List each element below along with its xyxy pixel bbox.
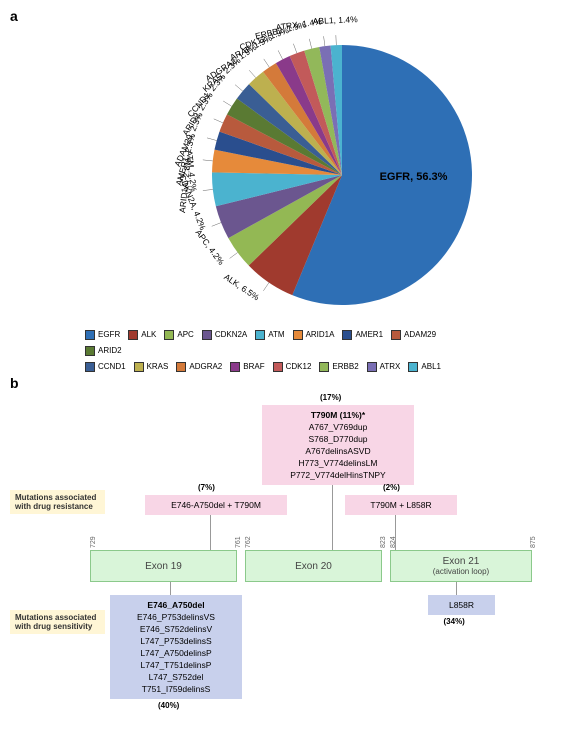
legend-swatch bbox=[128, 330, 138, 340]
legend-item-CDKN2A: CDKN2A bbox=[202, 328, 247, 342]
resistance-pct-2: (2%) bbox=[383, 483, 400, 492]
legend-swatch bbox=[85, 330, 95, 340]
legend-text: ADAM29 bbox=[404, 328, 436, 342]
pie-label-ABL1: ABL1, 1.4% bbox=[313, 14, 359, 26]
tick-729: 729 bbox=[90, 536, 97, 548]
pie-label-EGFR: EGFR, 56.3% bbox=[380, 171, 448, 183]
legend-swatch bbox=[342, 330, 352, 340]
resistance-label: Mutations associated with drug resistanc… bbox=[10, 490, 105, 514]
legend-item-ARID1A: ARID1A bbox=[293, 328, 335, 342]
resistance-pct-0: (7%) bbox=[198, 483, 215, 492]
legend-swatch bbox=[85, 346, 95, 356]
tick-762: 762 bbox=[245, 536, 252, 548]
legend-item-ARID2: ARID2 bbox=[85, 344, 122, 358]
legend-text: CDKN2A bbox=[215, 328, 247, 342]
resistance-box-2: T790M + L858R bbox=[345, 495, 457, 515]
legend-text: ALK bbox=[141, 328, 156, 342]
exon-Exon-19: Exon 19 bbox=[90, 550, 237, 582]
connector bbox=[456, 582, 457, 595]
legend-text: EGFR bbox=[98, 328, 120, 342]
pie-label-ALK: ALK, 6.5% bbox=[222, 272, 261, 303]
connector bbox=[332, 485, 333, 550]
exon-Exon-20: Exon 20 bbox=[245, 550, 382, 582]
connector bbox=[210, 515, 211, 550]
connector bbox=[170, 582, 171, 595]
mutation-diagram: Mutations associated with drug resistanc… bbox=[0, 370, 567, 730]
sensitivity-pct-1: (34%) bbox=[444, 617, 465, 626]
pie-svg: EGFR, 56.3%ALK, 6.5%APC, 4.2%CDKN2A, 4.2… bbox=[0, 5, 567, 335]
legend-text: APC bbox=[177, 328, 193, 342]
resistance-box-1: T790M (11%)*A767_V769dupS768_D770dupA767… bbox=[262, 405, 414, 485]
legend-item-EGFR: EGFR bbox=[85, 328, 120, 342]
pie-chart: EGFR, 56.3%ALK, 6.5%APC, 4.2%CDKN2A, 4.2… bbox=[0, 5, 567, 365]
sensitivity-box-1: L858R bbox=[428, 595, 495, 615]
resistance-box-0: E746-A750del + T790M bbox=[145, 495, 287, 515]
legend-item-ADAM29: ADAM29 bbox=[391, 328, 436, 342]
legend-swatch bbox=[202, 330, 212, 340]
legend-text: AMER1 bbox=[355, 328, 383, 342]
legend-item-ALK: ALK bbox=[128, 328, 156, 342]
connector bbox=[395, 515, 396, 550]
legend-swatch bbox=[255, 330, 265, 340]
legend-item-APC: APC bbox=[164, 328, 193, 342]
tick-761: 761 bbox=[235, 536, 242, 548]
legend-item-ATM: ATM bbox=[255, 328, 284, 342]
tick-823: 823 bbox=[380, 536, 387, 548]
legend-swatch bbox=[391, 330, 401, 340]
resistance-pct-1: (17%) bbox=[320, 393, 341, 402]
legend-swatch bbox=[164, 330, 174, 340]
legend-text: ARID2 bbox=[98, 344, 122, 358]
sensitivity-pct-0: (40%) bbox=[158, 701, 179, 710]
legend-item-AMER1: AMER1 bbox=[342, 328, 383, 342]
pie-label-APC: APC, 4.2% bbox=[194, 227, 227, 267]
legend-text: ARID1A bbox=[306, 328, 335, 342]
sensitivity-box-0: E746_A750delE746_P753delinsVSE746_S752de… bbox=[110, 595, 242, 699]
legend-swatch bbox=[293, 330, 303, 340]
exon-Exon-21: Exon 21(activation loop) bbox=[390, 550, 532, 582]
sensitivity-label: Mutations associated with drug sensitivi… bbox=[10, 610, 105, 634]
legend-text: ATM bbox=[268, 328, 284, 342]
tick-875: 875 bbox=[530, 536, 537, 548]
pie-legend: EGFR ALK APC CDKN2A ATM ARID1A AMER1 ADAM29 ARID… bbox=[85, 328, 485, 376]
